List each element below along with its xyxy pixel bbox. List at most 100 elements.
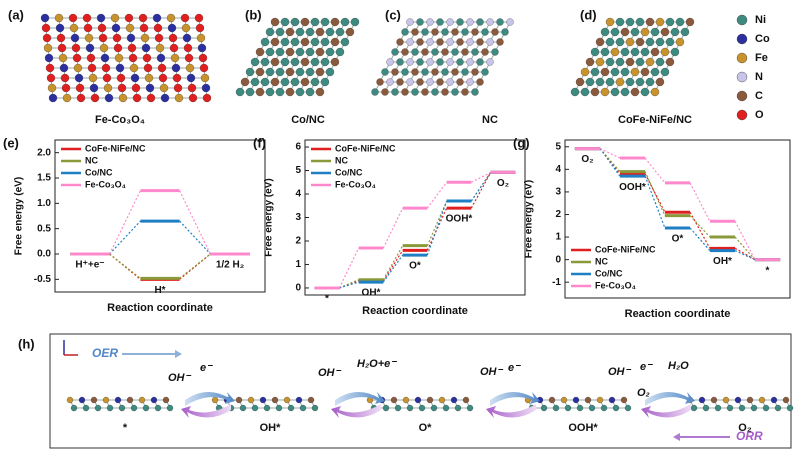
atom bbox=[89, 83, 99, 93]
connector bbox=[382, 254, 404, 283]
atom bbox=[481, 68, 489, 76]
atom bbox=[406, 404, 414, 412]
atom bbox=[650, 27, 660, 37]
atom bbox=[462, 396, 470, 404]
legend-label: Co/NC bbox=[85, 167, 113, 177]
atom bbox=[103, 83, 113, 93]
atom bbox=[142, 404, 150, 412]
atom bbox=[461, 88, 469, 96]
atom bbox=[283, 396, 291, 404]
atom bbox=[305, 47, 315, 57]
atom bbox=[615, 77, 625, 87]
atom bbox=[560, 396, 568, 404]
atom bbox=[159, 83, 169, 93]
atom bbox=[605, 77, 615, 87]
connector bbox=[382, 250, 404, 282]
atom bbox=[84, 33, 94, 43]
state-label: OH* bbox=[260, 422, 282, 434]
atom bbox=[295, 27, 305, 37]
atom bbox=[600, 27, 610, 37]
atom bbox=[466, 78, 474, 86]
atom bbox=[506, 18, 514, 26]
atom bbox=[114, 53, 124, 63]
atom bbox=[590, 87, 600, 97]
connector bbox=[689, 215, 711, 238]
atom bbox=[305, 67, 315, 77]
panel-caption: CoFe-NiFe/NC bbox=[618, 114, 692, 126]
atom bbox=[68, 13, 78, 23]
atom bbox=[260, 37, 270, 47]
atom bbox=[265, 27, 275, 37]
atom bbox=[406, 38, 414, 46]
atom bbox=[271, 396, 279, 404]
atom bbox=[411, 48, 419, 56]
atom bbox=[315, 27, 325, 37]
atom bbox=[145, 83, 155, 93]
species-label: O₂ bbox=[637, 387, 650, 399]
atom bbox=[61, 83, 71, 93]
atom bbox=[675, 37, 685, 47]
atom bbox=[450, 396, 458, 404]
y-tick-label: 0 bbox=[295, 283, 301, 294]
atom bbox=[300, 17, 310, 27]
atom bbox=[295, 67, 305, 77]
atom bbox=[154, 33, 164, 43]
panel-label: (b) bbox=[245, 7, 262, 22]
species-label: OH⁻ bbox=[608, 366, 632, 378]
atom bbox=[446, 38, 454, 46]
atom bbox=[104, 93, 114, 103]
connector bbox=[109, 220, 141, 255]
atom bbox=[150, 396, 158, 404]
atom bbox=[56, 33, 66, 43]
connector bbox=[644, 171, 666, 216]
atom bbox=[72, 53, 82, 63]
panel-label: (g) bbox=[513, 135, 530, 150]
atom bbox=[476, 58, 484, 66]
state-label: O* bbox=[419, 422, 433, 434]
atom bbox=[184, 53, 194, 63]
y-tick-label: 0.0 bbox=[37, 249, 51, 260]
atom bbox=[196, 33, 206, 43]
atom bbox=[381, 88, 389, 96]
atom bbox=[315, 47, 325, 57]
atom bbox=[183, 43, 193, 53]
panel-label: (h) bbox=[18, 336, 35, 351]
atom bbox=[350, 17, 360, 27]
connector bbox=[426, 200, 448, 256]
atom bbox=[70, 33, 80, 43]
atom bbox=[42, 33, 52, 43]
atom bbox=[615, 57, 625, 67]
atom bbox=[99, 43, 109, 53]
atom bbox=[750, 404, 758, 412]
atom bbox=[650, 47, 660, 57]
atom bbox=[486, 58, 494, 66]
atom bbox=[481, 28, 489, 36]
atom bbox=[118, 404, 126, 412]
atom bbox=[111, 23, 121, 33]
atom bbox=[402, 396, 410, 404]
atom bbox=[620, 47, 630, 57]
atom bbox=[290, 37, 300, 47]
atom bbox=[390, 396, 398, 404]
connector bbox=[382, 245, 404, 281]
atom bbox=[411, 88, 419, 96]
atom bbox=[300, 77, 310, 87]
atom bbox=[335, 47, 345, 57]
atom bbox=[335, 27, 345, 37]
atom bbox=[285, 27, 295, 37]
atom bbox=[456, 58, 464, 66]
atom bbox=[438, 396, 446, 404]
atom bbox=[315, 87, 325, 97]
atom bbox=[782, 396, 790, 404]
atom bbox=[82, 404, 90, 412]
atom bbox=[345, 27, 355, 37]
atom bbox=[640, 47, 650, 57]
atom-legend-label: N bbox=[755, 71, 763, 83]
atom bbox=[320, 17, 330, 27]
atom bbox=[585, 57, 595, 67]
atom bbox=[431, 88, 439, 96]
atom bbox=[774, 404, 782, 412]
atom bbox=[132, 93, 142, 103]
atom bbox=[47, 83, 57, 93]
atom bbox=[310, 77, 320, 87]
